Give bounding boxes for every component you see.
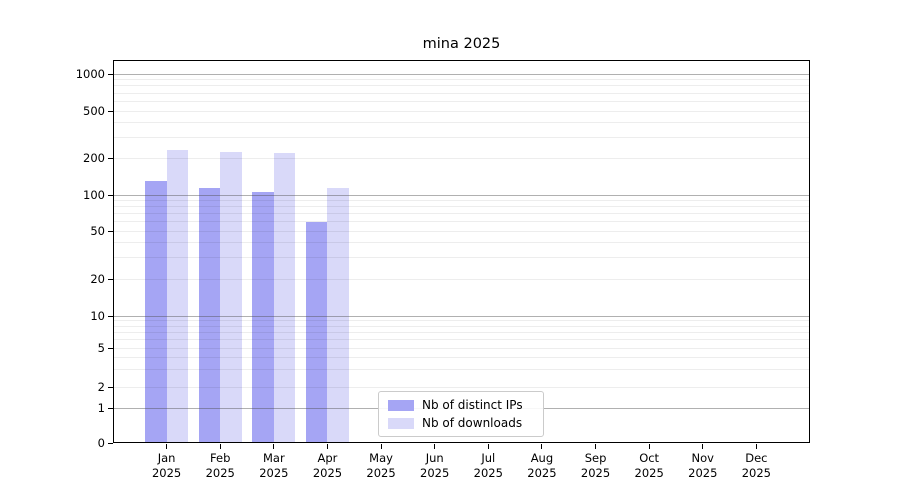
x-tick-mark xyxy=(273,444,275,449)
legend-label-distinct-ips: Nb of distinct IPs xyxy=(422,398,523,412)
x-tick-label: Jul 2025 xyxy=(473,451,503,480)
y-tick-label: 200 xyxy=(83,151,105,165)
x-tick-mark xyxy=(487,444,489,449)
y-tick-mark xyxy=(108,386,113,388)
y-tick-mark xyxy=(108,194,113,196)
legend-entry-distinct-ips: Nb of distinct IPs xyxy=(388,398,534,412)
y-tick-mark xyxy=(108,73,113,75)
x-tick-mark xyxy=(434,444,436,449)
y-tick-label: 20 xyxy=(90,272,105,286)
x-tick-mark xyxy=(541,444,543,449)
gridline-major xyxy=(113,194,810,196)
gridline-minor xyxy=(113,325,810,327)
y-tick-label: 1 xyxy=(97,401,105,415)
legend-entry-downloads: Nb of downloads xyxy=(388,416,534,430)
x-tick-label: Sep 2025 xyxy=(580,451,611,480)
gridline-minor xyxy=(113,230,810,232)
gridline-minor xyxy=(113,320,810,322)
gridline-minor xyxy=(113,221,810,223)
gridline-minor xyxy=(113,136,810,138)
y-tick-label: 1000 xyxy=(75,67,105,81)
gridline-minor xyxy=(113,257,810,259)
plot-area xyxy=(113,60,810,443)
x-tick-mark xyxy=(755,444,757,449)
bar-downloads xyxy=(220,151,242,443)
y-tick-mark xyxy=(108,110,113,112)
gridline-minor xyxy=(113,386,810,388)
y-tick-mark xyxy=(108,347,113,349)
bar-distinct-ips xyxy=(252,192,274,443)
gridline-minor xyxy=(113,278,810,280)
y-tick-label: 0 xyxy=(97,436,105,450)
gridline-minor xyxy=(113,369,810,371)
x-tick-label: Jan 2025 xyxy=(151,451,182,480)
x-tick-label: May 2025 xyxy=(366,451,396,480)
y-tick-label: 100 xyxy=(83,188,105,202)
x-tick-label: Jun 2025 xyxy=(420,451,450,480)
gridline-minor xyxy=(113,199,810,201)
x-tick-mark xyxy=(380,444,382,449)
legend-label-downloads: Nb of downloads xyxy=(422,416,523,430)
gridline-minor xyxy=(113,213,810,215)
y-tick-label: 2 xyxy=(97,380,105,394)
gridline-minor xyxy=(113,242,810,244)
bar-downloads xyxy=(166,149,189,443)
y-tick-mark xyxy=(108,278,113,280)
gridline-minor xyxy=(113,206,810,208)
bar-distinct-ips xyxy=(305,221,328,443)
gridline-major xyxy=(113,73,810,75)
bar-distinct-ips xyxy=(198,187,221,443)
gridline-minor xyxy=(113,121,810,123)
legend: Nb of distinct IPs Nb of downloads xyxy=(378,391,544,437)
legend-swatch-downloads xyxy=(388,417,414,429)
gridline-minor xyxy=(113,110,810,112)
y-tick-mark xyxy=(108,315,113,317)
y-tick-mark xyxy=(108,407,113,409)
y-tick-mark xyxy=(108,157,113,159)
y-tick-label: 10 xyxy=(90,309,105,323)
gridline-minor xyxy=(113,79,810,81)
x-tick-label: Apr 2025 xyxy=(312,451,343,480)
bar-downloads xyxy=(327,187,349,443)
x-tick-mark xyxy=(702,444,704,449)
bar-downloads xyxy=(273,153,296,443)
legend-swatch-distinct-ips xyxy=(388,399,414,411)
y-tick-label: 500 xyxy=(83,104,105,118)
x-tick-mark xyxy=(166,444,168,449)
x-tick-mark xyxy=(595,444,597,449)
gridline-minor xyxy=(113,347,810,349)
y-tick-label: 50 xyxy=(90,224,105,238)
bar-distinct-ips xyxy=(145,180,167,443)
x-tick-mark xyxy=(326,444,328,449)
gridline-minor xyxy=(113,339,810,341)
x-tick-label: Aug 2025 xyxy=(527,451,557,480)
gridline-major xyxy=(113,315,810,317)
x-tick-label: Oct 2025 xyxy=(634,451,664,480)
gridline-minor xyxy=(113,100,810,102)
x-tick-mark xyxy=(219,444,221,449)
gridline-minor xyxy=(113,157,810,159)
x-tick-label: Dec 2025 xyxy=(741,451,772,480)
y-tick-label: 5 xyxy=(97,341,105,355)
y-tick-mark xyxy=(108,230,113,232)
x-tick-label: Mar 2025 xyxy=(259,451,289,480)
y-tick-mark xyxy=(108,442,113,444)
x-tick-mark xyxy=(648,444,650,449)
gridline-minor xyxy=(113,356,810,358)
gridline-minor xyxy=(113,92,810,94)
gridline-minor xyxy=(113,331,810,333)
x-tick-label: Feb 2025 xyxy=(205,451,235,480)
gridline-minor xyxy=(113,85,810,87)
x-tick-label: Nov 2025 xyxy=(688,451,718,480)
chart-title: mina 2025 xyxy=(422,36,501,52)
